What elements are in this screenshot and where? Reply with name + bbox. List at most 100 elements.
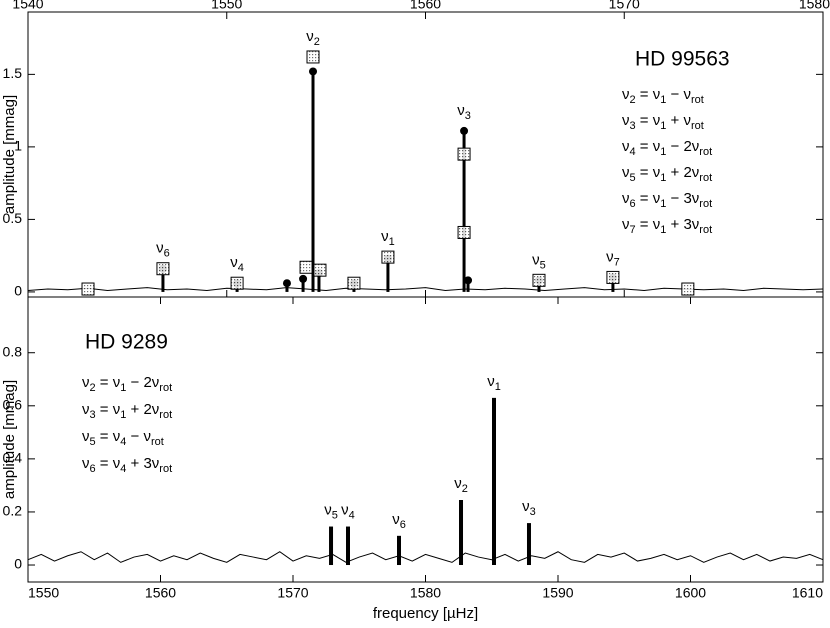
y-tick-label: 1: [14, 138, 22, 154]
text-part: + 2ν: [666, 164, 699, 181]
equation: ν5 = ν4 − νrot: [82, 428, 164, 448]
subscript: 6: [164, 248, 170, 260]
subscript: 1: [120, 409, 126, 421]
peak-label: ν5: [324, 502, 338, 522]
x-tick-label: 1540: [12, 0, 43, 12]
text-part: ν: [341, 502, 349, 519]
text-part: = ν: [636, 86, 661, 103]
peak-label: ν2: [454, 475, 468, 495]
peak-label: ν4: [230, 254, 244, 274]
y-tick-label: 0.2: [3, 503, 23, 519]
square-marker: [381, 250, 395, 264]
subscript: rot: [699, 198, 712, 210]
panel-title: HD 9289: [85, 331, 168, 354]
text-part: − ν: [126, 428, 151, 445]
text-part: ν: [622, 86, 630, 103]
text-part: = ν: [96, 401, 121, 418]
x-tick-label: 1560: [145, 585, 176, 601]
subscript: 1: [660, 94, 666, 106]
peak-label: ν5: [532, 251, 546, 271]
subscript: 3: [90, 409, 96, 421]
y-axis-title: amplitude [mmag]: [1, 380, 18, 499]
x-tick-label: 1570: [609, 0, 640, 12]
peak-label: ν1: [487, 373, 501, 393]
text-part: ν: [622, 112, 630, 129]
text-part: ν: [622, 190, 630, 207]
subscript: rot: [159, 409, 172, 421]
subscript: rot: [699, 172, 712, 184]
subscript: 3: [530, 506, 536, 518]
square-marker: [230, 276, 244, 290]
text-part: + 3ν: [666, 216, 699, 233]
subscript: 1: [660, 172, 666, 184]
text-part: ν: [622, 138, 630, 155]
subscript: 4: [630, 146, 636, 158]
x-axis-title: frequency [µHz]: [373, 605, 478, 622]
square-marker: [156, 262, 170, 276]
peak-dot: [299, 274, 308, 283]
subscript: 1: [660, 198, 666, 210]
y-tick-label: 1.5: [3, 65, 23, 81]
equation: ν7 = ν1 + 3νrot: [622, 216, 712, 236]
text-part: ν: [457, 102, 465, 119]
square-marker: [299, 260, 313, 274]
text-part: = ν: [636, 164, 661, 181]
subscript: 5: [332, 509, 338, 521]
subscript: 1: [660, 120, 666, 132]
subscript: 4: [120, 436, 126, 448]
peak-label: ν1: [381, 228, 395, 248]
y-tick-label: 0.4: [3, 450, 23, 466]
text-part: ν: [82, 374, 90, 391]
equation: ν6 = ν4 + 3νrot: [82, 455, 172, 475]
equation: ν3 = ν1 + νrot: [622, 112, 704, 132]
subscript: rot: [159, 382, 172, 394]
x-tick-label: 1570: [277, 585, 308, 601]
subscript: 1: [660, 146, 666, 158]
subscript: 4: [120, 463, 126, 475]
subscript: 1: [660, 224, 666, 236]
panel-title: HD 99563: [635, 48, 730, 71]
square-marker: [347, 276, 361, 290]
text-part: ν: [156, 240, 164, 257]
text-part: ν: [522, 498, 530, 515]
text-part: = ν: [636, 190, 661, 207]
x-tick-label: 1600: [675, 585, 706, 601]
text-part: ν: [306, 28, 314, 45]
subscript: 2: [314, 36, 320, 48]
x-tick-label: 1550: [211, 0, 242, 12]
subscript: 7: [630, 224, 636, 236]
y-tick-label: 0.8: [3, 343, 23, 359]
peak-label: ν2: [306, 28, 320, 48]
peak-label: ν6: [156, 240, 170, 260]
peak-dot: [309, 67, 318, 76]
text-part: ν: [487, 373, 495, 390]
subscript: 2: [462, 483, 468, 495]
subscript: 6: [90, 463, 96, 475]
text-part: ν: [606, 248, 614, 265]
text-part: = ν: [636, 112, 661, 129]
x-tick-label: 1580: [799, 0, 830, 12]
text-part: − 3ν: [666, 190, 699, 207]
text-part: = ν: [96, 374, 121, 391]
text-part: ν: [82, 455, 90, 472]
subscript: rot: [691, 120, 704, 132]
equation: ν4 = ν1 − 2νrot: [622, 138, 712, 158]
subscript: 3: [465, 110, 471, 122]
text-part: ν: [381, 228, 389, 245]
text-part: ν: [82, 428, 90, 445]
subscript: rot: [699, 224, 712, 236]
subscript: 5: [540, 259, 546, 271]
text-part: = ν: [96, 455, 121, 472]
square-marker: [313, 263, 327, 277]
subscript: 2: [90, 382, 96, 394]
y-axis-title: amplitude [mmag]: [1, 95, 18, 214]
equation: ν2 = ν1 − νrot: [622, 86, 704, 106]
subscript: 5: [630, 172, 636, 184]
square-marker: [457, 147, 471, 161]
text-part: + 2ν: [126, 401, 159, 418]
text-part: + ν: [666, 112, 691, 129]
subscript: 2: [630, 94, 636, 106]
text-part: ν: [324, 502, 332, 519]
equation: ν5 = ν1 + 2νrot: [622, 164, 712, 184]
